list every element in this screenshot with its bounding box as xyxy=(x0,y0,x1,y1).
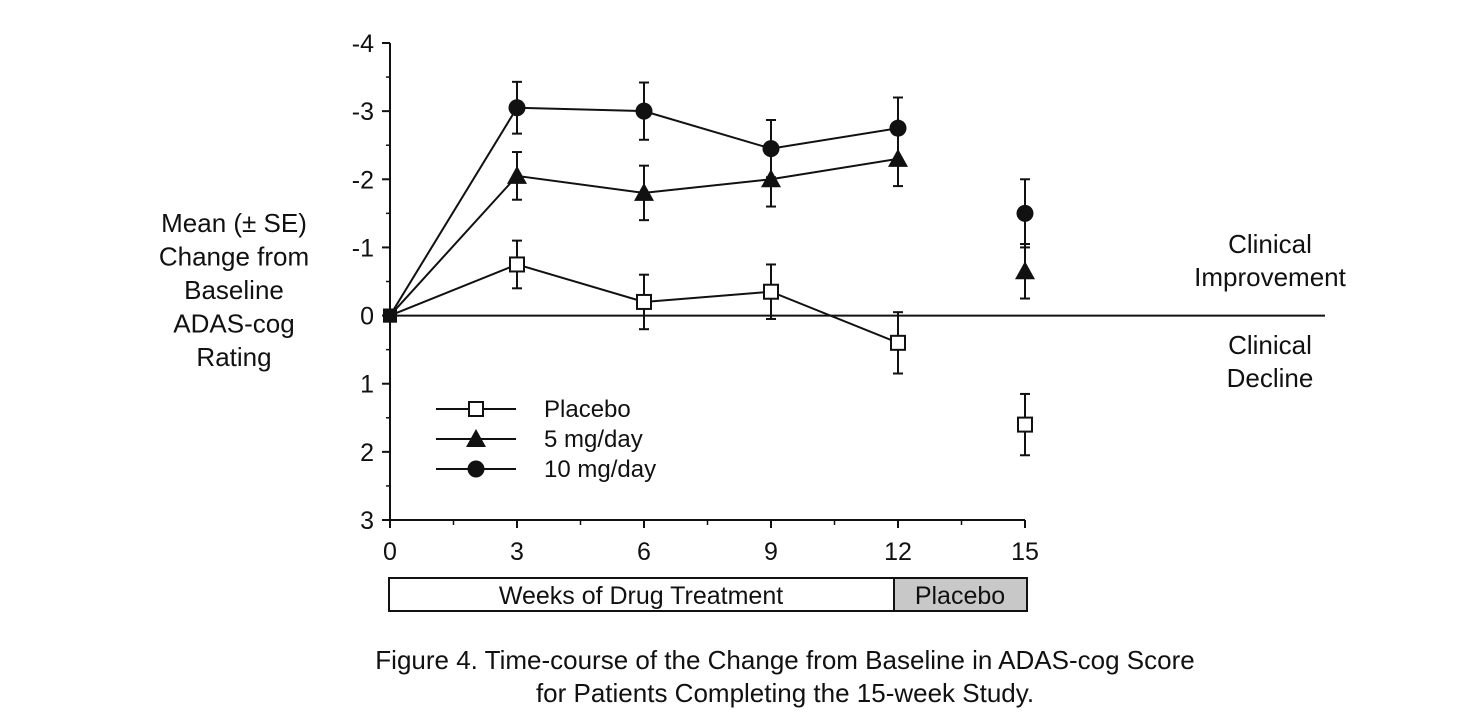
data-point xyxy=(1015,261,1035,280)
y-axis-label-line: Rating xyxy=(196,342,271,372)
x-tick-label: 0 xyxy=(383,538,397,566)
data-point xyxy=(889,119,907,137)
y-tick-label: -2 xyxy=(352,166,374,194)
y-axis-label-line: Change from xyxy=(159,242,309,272)
caption-line: for Patients Completing the 15-week Stud… xyxy=(536,678,1034,708)
series-placebo xyxy=(383,239,1033,457)
y-tick-label: -1 xyxy=(352,234,374,262)
legend-label: Placebo xyxy=(544,396,631,423)
data-point xyxy=(890,334,906,351)
x-tick-label: 6 xyxy=(637,538,651,566)
treatment-phase-label: Weeks of Drug Treatment xyxy=(499,582,783,610)
x-tick-label: 15 xyxy=(1011,538,1039,566)
y-tick-label: 1 xyxy=(360,371,374,399)
placebo-phase-label: Placebo xyxy=(915,582,1005,610)
data-point xyxy=(763,283,779,300)
placebo-phase-box xyxy=(893,577,1028,612)
data-point xyxy=(635,102,653,120)
data-point xyxy=(1016,204,1034,222)
series-10-mg-day xyxy=(383,80,1034,323)
data-point xyxy=(634,182,654,201)
x-tick-label: 3 xyxy=(510,538,524,566)
y-tick-label: 2 xyxy=(360,439,374,467)
baseline-point xyxy=(383,308,397,323)
data-series xyxy=(383,80,1035,457)
clinical-improvement-label: Clinical xyxy=(1228,229,1312,259)
legend: Placebo 5 mg/day 10 mg/day xyxy=(436,396,656,483)
treatment-phase-box xyxy=(388,577,895,612)
x-tick-label: 12 xyxy=(884,538,912,566)
series-5-mg-day xyxy=(383,130,1035,323)
y-tick-label: -3 xyxy=(352,98,374,126)
data-point xyxy=(509,256,525,273)
data-point xyxy=(507,165,527,184)
y-axis-label-line: Mean (± SE) xyxy=(161,208,307,238)
legend-marker xyxy=(466,429,486,447)
data-point xyxy=(761,169,781,188)
y-tick-label: 0 xyxy=(360,303,374,331)
data-point xyxy=(636,293,652,310)
legend-marker xyxy=(468,401,484,417)
y-tick-label: 3 xyxy=(360,507,374,535)
x-tick-label: 9 xyxy=(764,538,778,566)
figure-caption: Figure 4. Time-course of the Change from… xyxy=(375,645,1194,708)
data-point xyxy=(508,99,526,117)
data-point xyxy=(1017,416,1033,433)
legend-label: 5 mg/day xyxy=(544,426,643,453)
y-axis-label-line: Baseline xyxy=(184,275,284,305)
legend-label: 10 mg/day xyxy=(544,456,656,483)
clinical-decline-label: Clinical xyxy=(1228,330,1312,360)
y-axis-label-line: ADAS-cog xyxy=(173,309,294,339)
clinical-improvement-label: Improvement xyxy=(1194,262,1346,292)
legend-marker xyxy=(467,460,485,478)
clinical-decline-label: Decline xyxy=(1227,363,1314,393)
phase-bar: Weeks of Drug Treatment Placebo xyxy=(388,577,1028,612)
caption-line: Figure 4. Time-course of the Change from… xyxy=(375,645,1194,675)
y-tick-label: -4 xyxy=(352,30,374,58)
data-point xyxy=(762,140,780,158)
